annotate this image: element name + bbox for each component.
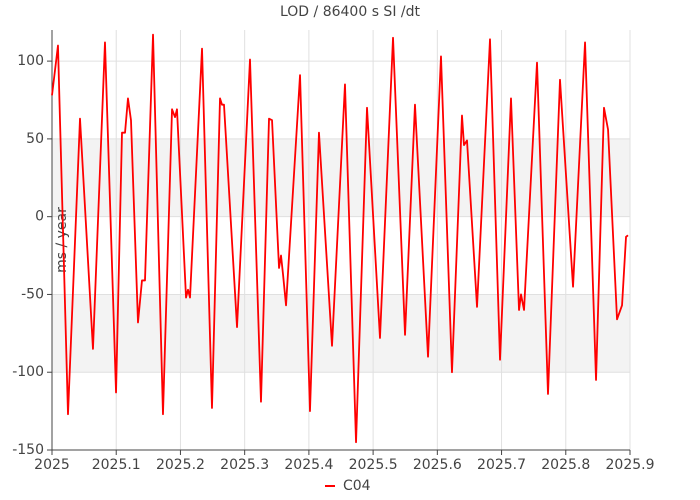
x-tick-label: 2025 — [34, 457, 70, 473]
legend-label: C04 — [343, 478, 371, 494]
y-axis-label: ms / year — [54, 207, 70, 273]
x-tick-label: 2025.7 — [477, 457, 526, 473]
x-tick-label: 2025.2 — [156, 457, 205, 473]
y-tick-label: 100 — [17, 53, 44, 69]
chart-title: LOD / 86400 s SI /dt — [280, 4, 421, 20]
y-tick-label: -100 — [12, 364, 44, 380]
band — [52, 294, 630, 373]
x-tick-label: 2025.6 — [413, 457, 462, 473]
x-tick-label: 2025.4 — [284, 457, 333, 473]
x-tick-label: 2025.5 — [349, 457, 398, 473]
y-tick-label: 50 — [26, 131, 44, 147]
data-line — [51, 33, 629, 444]
x-tick-label: 2025.8 — [541, 457, 590, 473]
y-tick-label: 0 — [35, 209, 44, 225]
y-tick-label: -50 — [21, 286, 44, 302]
y-tick-label: -150 — [12, 442, 44, 458]
x-tick-label: 2025.9 — [606, 457, 655, 473]
x-tick-label: 2025.3 — [220, 457, 269, 473]
x-tick-label: 2025.1 — [92, 457, 141, 473]
